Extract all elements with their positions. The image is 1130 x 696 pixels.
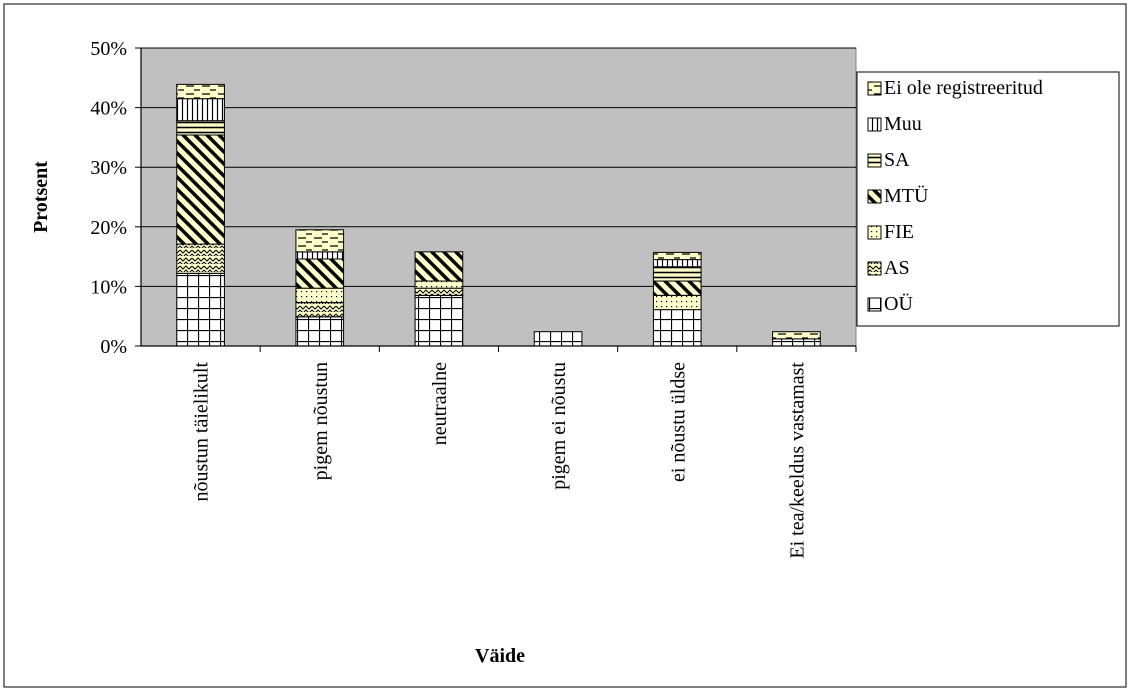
bar-segment bbox=[295, 258, 345, 289]
bar-segment bbox=[414, 280, 464, 289]
bar-segment bbox=[176, 98, 225, 122]
bar-segment bbox=[295, 229, 345, 253]
bar-segment bbox=[772, 338, 821, 347]
diagonal-stripes-icon bbox=[867, 189, 882, 204]
bar-segment bbox=[176, 134, 225, 245]
bar-segment bbox=[414, 294, 464, 347]
bar-segment bbox=[772, 331, 821, 340]
bar-segment bbox=[652, 294, 702, 311]
x-axis: nõustun täielikult pigem nõustun neutraaln… bbox=[141, 345, 857, 559]
bar-segment bbox=[414, 251, 464, 282]
bar-segment bbox=[176, 120, 225, 136]
bar-segment bbox=[176, 243, 225, 274]
dots-icon bbox=[867, 225, 882, 240]
x-tick-label: pigem nõustun bbox=[310, 362, 332, 480]
bar-segment bbox=[652, 251, 702, 261]
x-tick-label: Ei tea/keeldus vastamast bbox=[786, 362, 808, 559]
bar-segment bbox=[652, 259, 702, 268]
bar-segment bbox=[652, 309, 702, 347]
y-axis-title: Protsent bbox=[30, 161, 52, 233]
x-tick-label: nõustun täielikult bbox=[191, 362, 213, 502]
y-axis: 0% 10% 20% 30% 40% 50% bbox=[90, 38, 142, 358]
x-tick-label: neutraalne bbox=[429, 362, 451, 445]
bar-segment bbox=[176, 83, 225, 100]
legend-label: MTÜ bbox=[884, 184, 929, 207]
bar-segment bbox=[652, 266, 702, 282]
bar-segment bbox=[414, 287, 464, 296]
bar-segment bbox=[176, 272, 225, 347]
bar-segment bbox=[295, 301, 345, 318]
legend-label: Muu bbox=[884, 113, 922, 135]
x-tick-label: pigem ei nõustu bbox=[548, 362, 570, 490]
legend-box bbox=[856, 71, 1120, 327]
legend-label: Ei ole registreeritud bbox=[884, 77, 1043, 99]
legend-label: FIE bbox=[884, 221, 914, 243]
y-tick-label: 0% bbox=[100, 336, 127, 358]
dashes-icon bbox=[867, 81, 882, 96]
gridlines bbox=[141, 47, 856, 287]
legend-label: AS bbox=[884, 257, 910, 279]
bar-segment bbox=[295, 316, 345, 347]
bar-segment bbox=[295, 251, 345, 260]
y-tick-label: 20% bbox=[90, 217, 127, 239]
bar-segment bbox=[533, 331, 583, 347]
zigzag-icon bbox=[867, 261, 882, 276]
bar-segment bbox=[652, 280, 702, 296]
legend: Ei ole registreeritud Muu SA MTÜ FIE AS OÜ bbox=[856, 71, 1120, 327]
bars bbox=[176, 83, 821, 347]
y-tick-label: 10% bbox=[90, 276, 127, 298]
x-tick-label: ei nõustu üldse bbox=[667, 362, 689, 482]
grid-icon bbox=[867, 297, 882, 312]
legend-label: SA bbox=[884, 149, 910, 171]
plot-area bbox=[140, 47, 857, 347]
y-tick-label: 40% bbox=[90, 98, 127, 120]
bar-segment bbox=[295, 287, 345, 303]
legend-label: OÜ bbox=[884, 292, 913, 315]
y-tick-label: 30% bbox=[90, 157, 127, 179]
horizontal-lines-icon bbox=[867, 153, 882, 168]
vertical-lines-icon bbox=[867, 117, 882, 132]
y-tick-label: 50% bbox=[90, 38, 127, 60]
x-axis-title: Väide bbox=[475, 645, 525, 667]
